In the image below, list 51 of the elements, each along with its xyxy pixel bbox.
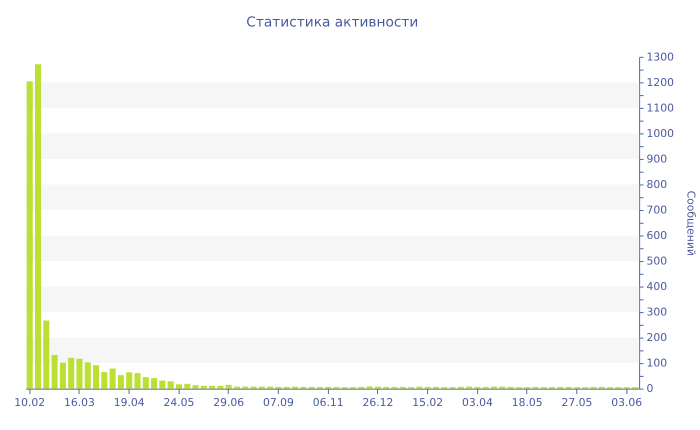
- bar: [151, 378, 158, 389]
- y-tick-label: 600: [646, 228, 668, 242]
- x-tick-label: 19.04: [114, 396, 145, 409]
- x-tick-label: 03.04: [462, 396, 493, 409]
- y-tick-label: 1300: [646, 50, 674, 64]
- x-tick-label: 07.09: [263, 396, 294, 409]
- x-tick-label: 03.06: [611, 396, 642, 409]
- bar: [192, 385, 199, 389]
- bar: [110, 368, 116, 389]
- y-axis-title: Сообщений: [684, 190, 698, 256]
- y-tick-label: 1000: [646, 126, 674, 140]
- bar: [184, 384, 190, 389]
- bar: [118, 375, 124, 389]
- x-tick-label: 29.06: [213, 396, 244, 409]
- y-tick-label: 800: [646, 178, 668, 191]
- x-tick-label: 16.03: [64, 396, 95, 409]
- y-tick-label: 1100: [646, 101, 674, 114]
- bar: [43, 320, 50, 389]
- bar: [26, 81, 33, 389]
- bar: [126, 372, 132, 389]
- bar: [68, 358, 74, 389]
- x-tick-label: 27.05: [561, 396, 592, 409]
- x-tick-label: 26.12: [362, 396, 394, 409]
- x-tick-label: 18.05: [512, 396, 543, 409]
- bar: [101, 372, 108, 389]
- y-tick-label: 300: [646, 306, 668, 319]
- bar: [142, 377, 149, 389]
- bar: [76, 358, 82, 389]
- y-tick-label: 200: [646, 331, 668, 344]
- y-tick-label: 500: [646, 254, 668, 268]
- bar: [93, 365, 100, 389]
- y-tick-label: 900: [646, 152, 668, 166]
- x-tick-label: 15.02: [412, 396, 444, 409]
- y-tick-label: 0: [646, 382, 654, 396]
- bar: [52, 354, 58, 389]
- y-tick-label: 400: [646, 280, 668, 294]
- x-tick-label: 06.11: [312, 396, 344, 409]
- x-tick-label: 10.02: [14, 396, 46, 409]
- y-tick-label: 100: [646, 356, 668, 370]
- bar: [159, 380, 166, 389]
- bar: [226, 384, 232, 389]
- y-tick-label: 700: [646, 203, 668, 216]
- bar: [168, 381, 174, 389]
- bar: [34, 64, 42, 389]
- bar: [84, 362, 91, 389]
- bar: [60, 362, 66, 389]
- bar: [134, 373, 141, 389]
- chart-title: Статистика активности: [246, 14, 418, 30]
- x-tick-label: 24.05: [164, 396, 194, 409]
- y-tick-label: 1200: [646, 76, 674, 89]
- bar: [176, 384, 182, 389]
